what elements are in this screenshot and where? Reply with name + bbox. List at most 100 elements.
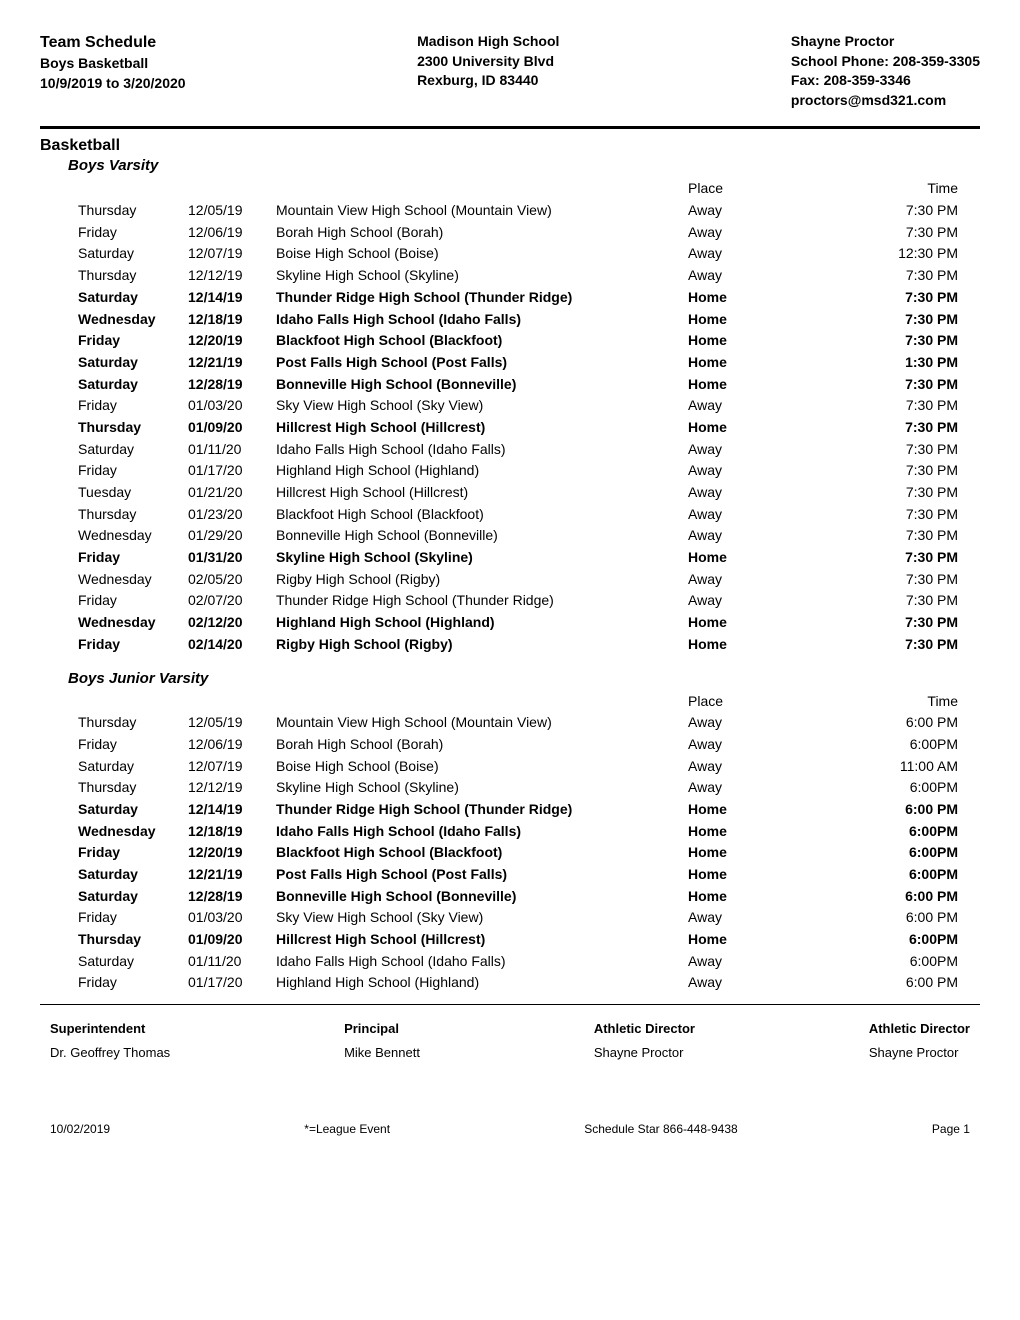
game-time: 7:30 PM (868, 417, 958, 439)
game-opponent: Thunder Ridge High School (Thunder Ridge… (276, 590, 688, 612)
schedule-row: Friday12/06/19Borah High School (Borah)A… (78, 222, 980, 244)
game-date: 12/07/19 (188, 243, 276, 265)
varsity-schedule: Place Time Thursday12/05/19Mountain View… (78, 178, 980, 655)
signature-block: PrincipalMike Bennett (344, 1019, 420, 1062)
game-time: 7:30 PM (868, 612, 958, 634)
game-day: Thursday (78, 417, 188, 439)
game-day: Saturday (78, 951, 188, 973)
game-day: Saturday (78, 864, 188, 886)
game-date: 12/20/19 (188, 842, 276, 864)
game-day: Saturday (78, 243, 188, 265)
contact-name: Shayne Proctor (791, 32, 980, 52)
schedule-row: Wednesday01/29/20Bonneville High School … (78, 525, 980, 547)
signature-title: Athletic Director (594, 1019, 695, 1039)
game-day: Saturday (78, 287, 188, 309)
signature-block: Athletic DirectorShayne Proctor (869, 1019, 970, 1062)
schedule-row: Friday12/20/19Blackfoot High School (Bla… (78, 842, 980, 864)
game-date: 01/29/20 (188, 525, 276, 547)
game-day: Friday (78, 842, 188, 864)
game-date: 12/20/19 (188, 330, 276, 352)
schedule-row: Saturday12/21/19Post Falls High School (… (78, 352, 980, 374)
signature-title: Superintendent (50, 1019, 170, 1039)
game-time: 7:30 PM (868, 309, 958, 331)
game-opponent: Skyline High School (Skyline) (276, 777, 688, 799)
game-time: 6:00 PM (868, 907, 958, 929)
doc-subtitle-2: 10/9/2019 to 3/20/2020 (40, 74, 186, 94)
game-date: 12/14/19 (188, 287, 276, 309)
varsity-label: Boys Varsity (68, 157, 980, 174)
game-time: 7:30 PM (868, 395, 958, 417)
game-day: Friday (78, 634, 188, 656)
schedule-row: Thursday12/12/19Skyline High School (Sky… (78, 265, 980, 287)
game-time: 6:00 PM (868, 886, 958, 908)
schedule-row: Thursday01/23/20Blackfoot High School (B… (78, 504, 980, 526)
contact-email: proctors@msd321.com (791, 91, 980, 111)
game-opponent: Rigby High School (Rigby) (276, 569, 688, 591)
game-date: 12/12/19 (188, 777, 276, 799)
game-place: Away (688, 756, 868, 778)
game-place: Home (688, 929, 868, 951)
footer-vendor: Schedule Star 866-448-9438 (584, 1122, 737, 1136)
header-left: Team Schedule Boys Basketball 10/9/2019 … (40, 32, 186, 110)
game-date: 12/07/19 (188, 756, 276, 778)
game-day: Saturday (78, 886, 188, 908)
game-opponent: Mountain View High School (Mountain View… (276, 712, 688, 734)
game-day: Wednesday (78, 821, 188, 843)
game-opponent: Thunder Ridge High School (Thunder Ridge… (276, 287, 688, 309)
schedule-row: Thursday12/05/19Mountain View High Schoo… (78, 200, 980, 222)
game-date: 12/28/19 (188, 374, 276, 396)
game-date: 01/09/20 (188, 929, 276, 951)
game-time: 7:30 PM (868, 439, 958, 461)
schedule-row: Wednesday02/05/20Rigby High School (Rigb… (78, 569, 980, 591)
game-opponent: Sky View High School (Sky View) (276, 395, 688, 417)
game-date: 01/21/20 (188, 482, 276, 504)
game-time: 11:00 AM (868, 756, 958, 778)
game-opponent: Post Falls High School (Post Falls) (276, 352, 688, 374)
schedule-row: Saturday12/14/19Thunder Ridge High Schoo… (78, 287, 980, 309)
footer-page: Page 1 (932, 1122, 970, 1136)
schedule-row: Thursday12/05/19Mountain View High Schoo… (78, 712, 980, 734)
page-footer: 10/02/2019 *=League Event Schedule Star … (40, 1122, 980, 1136)
game-time: 7:30 PM (868, 287, 958, 309)
doc-subtitle-1: Boys Basketball (40, 54, 186, 74)
game-day: Friday (78, 222, 188, 244)
game-date: 02/12/20 (188, 612, 276, 634)
game-time: 7:30 PM (868, 265, 958, 287)
game-place: Away (688, 525, 868, 547)
game-date: 01/03/20 (188, 395, 276, 417)
signature-block: Athletic DirectorShayne Proctor (594, 1019, 695, 1062)
col-time-header: Time (868, 691, 958, 713)
col-place-header: Place (688, 691, 868, 713)
game-opponent: Highland High School (Highland) (276, 460, 688, 482)
game-opponent: Idaho Falls High School (Idaho Falls) (276, 951, 688, 973)
varsity-header-row: Place Time (78, 178, 980, 200)
game-day: Friday (78, 547, 188, 569)
contact-phone: School Phone: 208-359-3305 (791, 52, 980, 72)
game-day: Saturday (78, 799, 188, 821)
game-place: Away (688, 590, 868, 612)
game-day: Friday (78, 907, 188, 929)
schedule-row: Friday12/06/19Borah High School (Borah)A… (78, 734, 980, 756)
game-time: 1:30 PM (868, 352, 958, 374)
game-date: 12/06/19 (188, 734, 276, 756)
school-city: Rexburg, ID 83440 (417, 71, 559, 91)
jv-header-row: Place Time (78, 691, 980, 713)
signature-title: Athletic Director (869, 1019, 970, 1039)
game-day: Thursday (78, 777, 188, 799)
game-date: 12/05/19 (188, 712, 276, 734)
game-day: Saturday (78, 439, 188, 461)
schedule-row: Saturday12/21/19Post Falls High School (… (78, 864, 980, 886)
contact-fax: Fax: 208-359-3346 (791, 71, 980, 91)
game-place: Home (688, 799, 868, 821)
game-time: 6:00 PM (868, 799, 958, 821)
game-time: 6:00 PM (868, 712, 958, 734)
game-opponent: Hillcrest High School (Hillcrest) (276, 417, 688, 439)
game-day: Thursday (78, 504, 188, 526)
game-date: 02/05/20 (188, 569, 276, 591)
game-day: Thursday (78, 265, 188, 287)
game-opponent: Bonneville High School (Bonneville) (276, 374, 688, 396)
game-date: 02/07/20 (188, 590, 276, 612)
schedule-row: Wednesday02/12/20Highland High School (H… (78, 612, 980, 634)
game-place: Away (688, 222, 868, 244)
signature-block: SuperintendentDr. Geoffrey Thomas (50, 1019, 170, 1062)
